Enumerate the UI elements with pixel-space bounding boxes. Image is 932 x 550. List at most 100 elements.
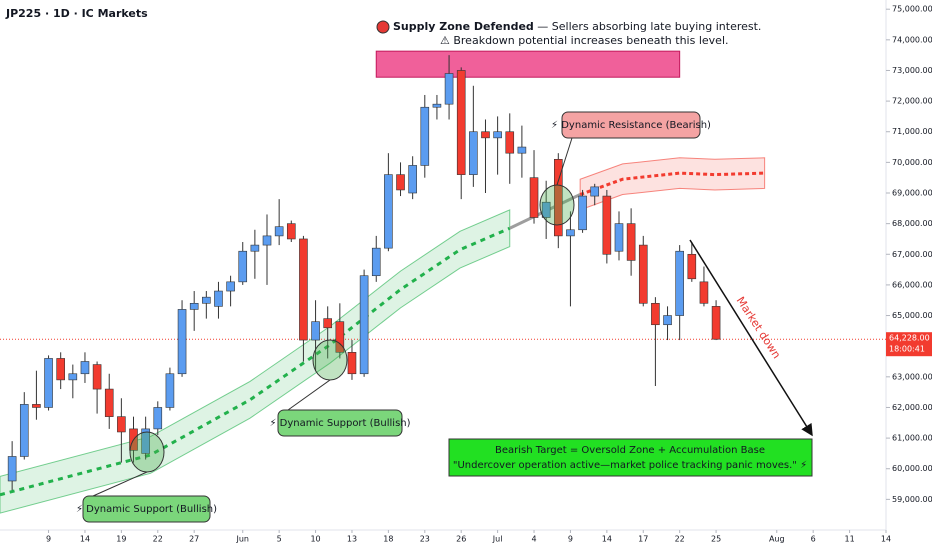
candle-body <box>323 318 332 329</box>
chart-title: JP225 · 1D · IC Markets <box>5 7 148 20</box>
y-tick-label: 63,000.00 <box>892 372 932 381</box>
candle-body <box>141 428 150 454</box>
x-tick-label: 19 <box>116 535 126 544</box>
callout-box <box>277 409 403 437</box>
highlight-circle <box>129 431 165 473</box>
candle-body <box>56 358 65 381</box>
candle-body <box>104 388 114 417</box>
candle-body <box>517 146 527 154</box>
candle-body <box>469 131 478 175</box>
callout-pointer <box>92 471 148 497</box>
x-tick-label: 5 <box>277 535 282 544</box>
candle-body <box>432 103 442 108</box>
y-tick-label: 70,000.00 <box>892 158 932 167</box>
candle-body <box>19 404 29 457</box>
supply-annotation: Supply Zone Defended — Sellers absorbing… <box>393 20 761 33</box>
candle-body <box>250 244 260 252</box>
candle-body <box>274 226 284 237</box>
last-price-box <box>886 332 932 357</box>
channel-band <box>0 209 511 514</box>
candle-body <box>614 223 624 252</box>
candle-body <box>359 275 369 375</box>
y-tick-label: 66,000.00 <box>892 280 932 289</box>
x-tick-label: 6 <box>811 535 816 544</box>
candle-body <box>602 195 612 255</box>
candle-body <box>286 223 296 240</box>
x-tick-label: 18 <box>383 535 393 544</box>
candle-body <box>444 73 454 105</box>
target-box <box>448 438 813 477</box>
candle-body <box>44 358 53 408</box>
y-tick-label: 60,000.00 <box>892 464 932 473</box>
candle-body <box>663 315 672 326</box>
candle-body <box>529 177 539 218</box>
candle-body <box>408 165 417 194</box>
x-tick-label: 10 <box>310 535 320 544</box>
highlight-circle <box>539 184 575 226</box>
x-tick-label: 17 <box>638 535 648 544</box>
x-tick-label: 11 <box>844 535 854 544</box>
candle-body <box>177 309 187 375</box>
callout-text: ⚡ Dynamic Support (Bullish) <box>269 418 410 429</box>
y-tick-label: 75,000.00 <box>892 5 932 14</box>
callout-pointer <box>556 137 573 186</box>
candle-body <box>578 195 587 231</box>
x-tick-label: 14 <box>881 535 891 544</box>
candle-body <box>335 321 345 353</box>
candle-body <box>32 404 41 408</box>
candle-body <box>153 407 163 430</box>
candle-body <box>687 253 697 280</box>
candle-body <box>226 281 235 292</box>
highlight-circle <box>312 339 348 381</box>
y-tick-label: 72,000.00 <box>892 97 932 106</box>
candle-body <box>554 159 563 237</box>
y-tick-label: 59,000.00 <box>892 495 932 504</box>
supply-annotation-2: ⚠ Breakdown potential increases beneath … <box>440 34 729 47</box>
candle-body <box>92 364 102 390</box>
candle-body <box>117 416 126 433</box>
candle-body <box>202 296 211 304</box>
candle-body <box>347 352 357 375</box>
x-tick-label: 9 <box>568 535 573 544</box>
x-tick-label: Jul <box>492 535 503 544</box>
callout-box <box>82 495 211 523</box>
y-tick-label: 74,000.00 <box>892 35 932 44</box>
supply-text: — Sellers absorbing late buying interest… <box>534 20 762 33</box>
candle-body <box>7 456 17 482</box>
x-tick-label: 14 <box>80 535 90 544</box>
candle-body <box>481 131 490 139</box>
channel-midline <box>579 171 765 196</box>
stop-icon <box>376 20 390 34</box>
x-tick-label: 13 <box>347 535 357 544</box>
candle-body <box>590 186 600 197</box>
x-tick-label: 26 <box>456 535 466 544</box>
candle-body <box>165 373 175 408</box>
trend-arrow <box>689 239 813 437</box>
x-tick-label: 22 <box>675 535 685 544</box>
candle-body <box>651 302 660 326</box>
x-tick-label: 9 <box>46 535 51 544</box>
candle-body <box>493 131 502 139</box>
candle-body <box>711 306 721 340</box>
supply-title: Supply Zone Defended <box>393 20 534 33</box>
candle-body <box>456 70 466 175</box>
last-price-label: 64,228.00 <box>889 334 930 343</box>
candle-body <box>626 223 636 261</box>
y-tick-label: 68,000.00 <box>892 219 932 228</box>
candle-body <box>384 174 393 249</box>
x-tick-label: 27 <box>189 535 199 544</box>
candle-body <box>675 250 684 316</box>
candle-body <box>505 131 515 154</box>
x-tick-label: 22 <box>153 535 163 544</box>
callout-text: ⚡ Dynamic Resistance (Bearish) <box>551 120 711 131</box>
candle-body <box>68 373 78 381</box>
x-tick-label: Aug <box>769 535 785 544</box>
candle-body <box>638 244 648 304</box>
candle-body <box>541 201 551 218</box>
callout-box <box>561 111 701 139</box>
callout-text: ⚡ Dynamic Support (Bullish) <box>76 504 217 515</box>
x-tick-label: Jun <box>235 535 249 544</box>
y-tick-label: 71,000.00 <box>892 127 932 136</box>
countdown-label: 18:00:41 <box>889 345 925 354</box>
x-tick-label: 23 <box>420 535 430 544</box>
